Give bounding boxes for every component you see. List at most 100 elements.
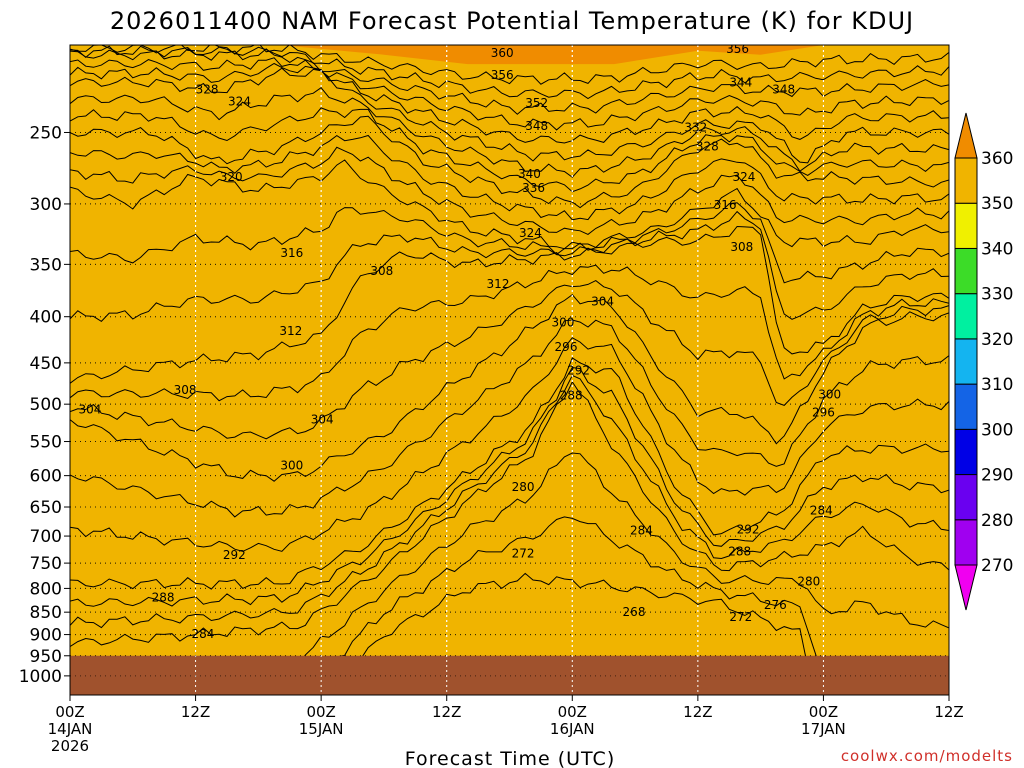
x-tick-label: 12Z	[683, 703, 712, 721]
contour-label: 348	[772, 82, 795, 96]
colorbar-swatch-310	[954, 338, 978, 385]
contour-label: 276	[764, 598, 787, 612]
y-tick-label: 1000	[19, 667, 62, 687]
contour-label: 312	[487, 277, 510, 291]
x-tick-label: 12Z	[432, 703, 461, 721]
contour-label: 288	[152, 591, 175, 605]
contour-label: 316	[714, 198, 737, 212]
contour-label: 272	[729, 610, 752, 624]
colorbar-tick-label: 330	[981, 285, 1013, 305]
contour-line	[70, 159, 949, 250]
x-tick-label: 00Z	[809, 703, 838, 721]
contour-label: 288	[728, 544, 751, 558]
contour-label: 316	[280, 246, 303, 260]
y-tick-label: 350	[30, 255, 62, 275]
contour-label: 284	[191, 627, 214, 641]
y-tick-label: 300	[30, 195, 62, 215]
contour-label: 340	[518, 167, 541, 181]
colorbar-swatch-330	[954, 247, 978, 295]
ground-below-surface	[70, 655, 949, 695]
y-axis: 250 300 350 400 450 500 550 600 650 700 750 800 850 9…	[19, 123, 70, 687]
contour-line	[70, 48, 949, 115]
contour-label: 360	[491, 46, 514, 60]
colorbar-swatch-290	[954, 428, 978, 476]
colorbar-min-arrow	[954, 564, 978, 611]
contour-label: 280	[512, 480, 535, 494]
y-tick-label: 750	[30, 554, 62, 574]
colorbar-swatch-300	[954, 383, 978, 430]
contour-line	[70, 202, 949, 284]
colorbar-tick-label: 320	[981, 330, 1013, 350]
contour-line	[70, 357, 949, 590]
contour-line	[70, 337, 949, 552]
contour-line	[70, 374, 949, 629]
contour-line	[70, 380, 949, 648]
y-tick-label: 400	[30, 308, 62, 328]
plot-frame	[69, 44, 950, 696]
x-axis-label: Forecast Time (UTC)	[405, 748, 615, 768]
colorbar-tick-label: 340	[981, 239, 1013, 259]
contour-label: 348	[525, 119, 548, 133]
contour-label: 328	[696, 139, 719, 153]
colorbar-tick-label: 280	[981, 511, 1013, 531]
y-tick-label: 700	[30, 527, 62, 547]
y-tick-label: 900	[30, 626, 62, 646]
y-tick-label: 850	[30, 603, 62, 623]
contour-line	[70, 67, 949, 164]
contour-line	[70, 45, 949, 85]
contour-label: 356	[726, 42, 749, 56]
contour-line	[70, 134, 949, 221]
chart-title: 2026011400 NAM Forecast Potential Temper…	[110, 7, 914, 35]
y-tick-label: 500	[30, 395, 62, 415]
contour-label: 300	[818, 388, 841, 402]
contour-label: 280	[797, 575, 820, 589]
x-tick-label: 12Z	[181, 703, 210, 721]
y-tick-label: 650	[30, 498, 62, 518]
y-tick-label: 950	[30, 647, 62, 667]
colorbar-tick-label: 270	[981, 556, 1013, 576]
colorbar-swatch-280	[954, 474, 978, 521]
contour-label: 284	[630, 523, 653, 537]
contour-label: 292	[223, 548, 246, 562]
contour-label: 336	[522, 181, 545, 195]
contour-line	[70, 146, 949, 235]
contour-line	[325, 572, 814, 695]
contour-line	[289, 516, 949, 695]
temperature-bands	[70, 45, 949, 695]
contour-label: 344	[729, 75, 752, 89]
contour-label: 324	[519, 226, 542, 240]
credit-link[interactable]: coolwx.com/modelts	[841, 747, 1013, 765]
contour-label: 304	[591, 295, 614, 309]
colorbar: 270 280 290 300 310 320 330 340 350 360	[954, 112, 1013, 611]
contour-line	[70, 57, 949, 131]
x-tick-label: 00Z	[558, 703, 587, 721]
contour-line	[70, 87, 949, 178]
contour-label: 296	[555, 340, 578, 354]
contour-label: 288	[560, 389, 583, 403]
colorbar-swatch-340	[954, 202, 978, 249]
x-tick-label: 2026	[51, 737, 89, 755]
contour-label: 300	[551, 316, 574, 330]
colorbar-tick-label: 290	[981, 466, 1013, 486]
x-tick-label: 00Z	[55, 703, 84, 721]
band-370k	[70, 45, 949, 695]
y-tick-label: 600	[30, 467, 62, 487]
contour-line	[70, 294, 949, 482]
contour-label: 324	[228, 95, 251, 109]
contour-label: 320	[220, 170, 243, 184]
contour-label: 268	[623, 605, 646, 619]
colorbar-swatch-270	[954, 519, 978, 566]
contour-line	[70, 107, 949, 193]
y-tick-label: 550	[30, 433, 62, 453]
contour-line	[70, 210, 949, 323]
contour-label: 352	[525, 96, 548, 110]
contour-label: 304	[78, 403, 101, 417]
x-tick-label: 16JAN	[550, 720, 595, 738]
contour-label: 300	[280, 459, 303, 473]
contour-label: 304	[311, 413, 334, 427]
contour-lines	[70, 45, 949, 695]
colorbar-tick-label: 360	[981, 149, 1013, 169]
